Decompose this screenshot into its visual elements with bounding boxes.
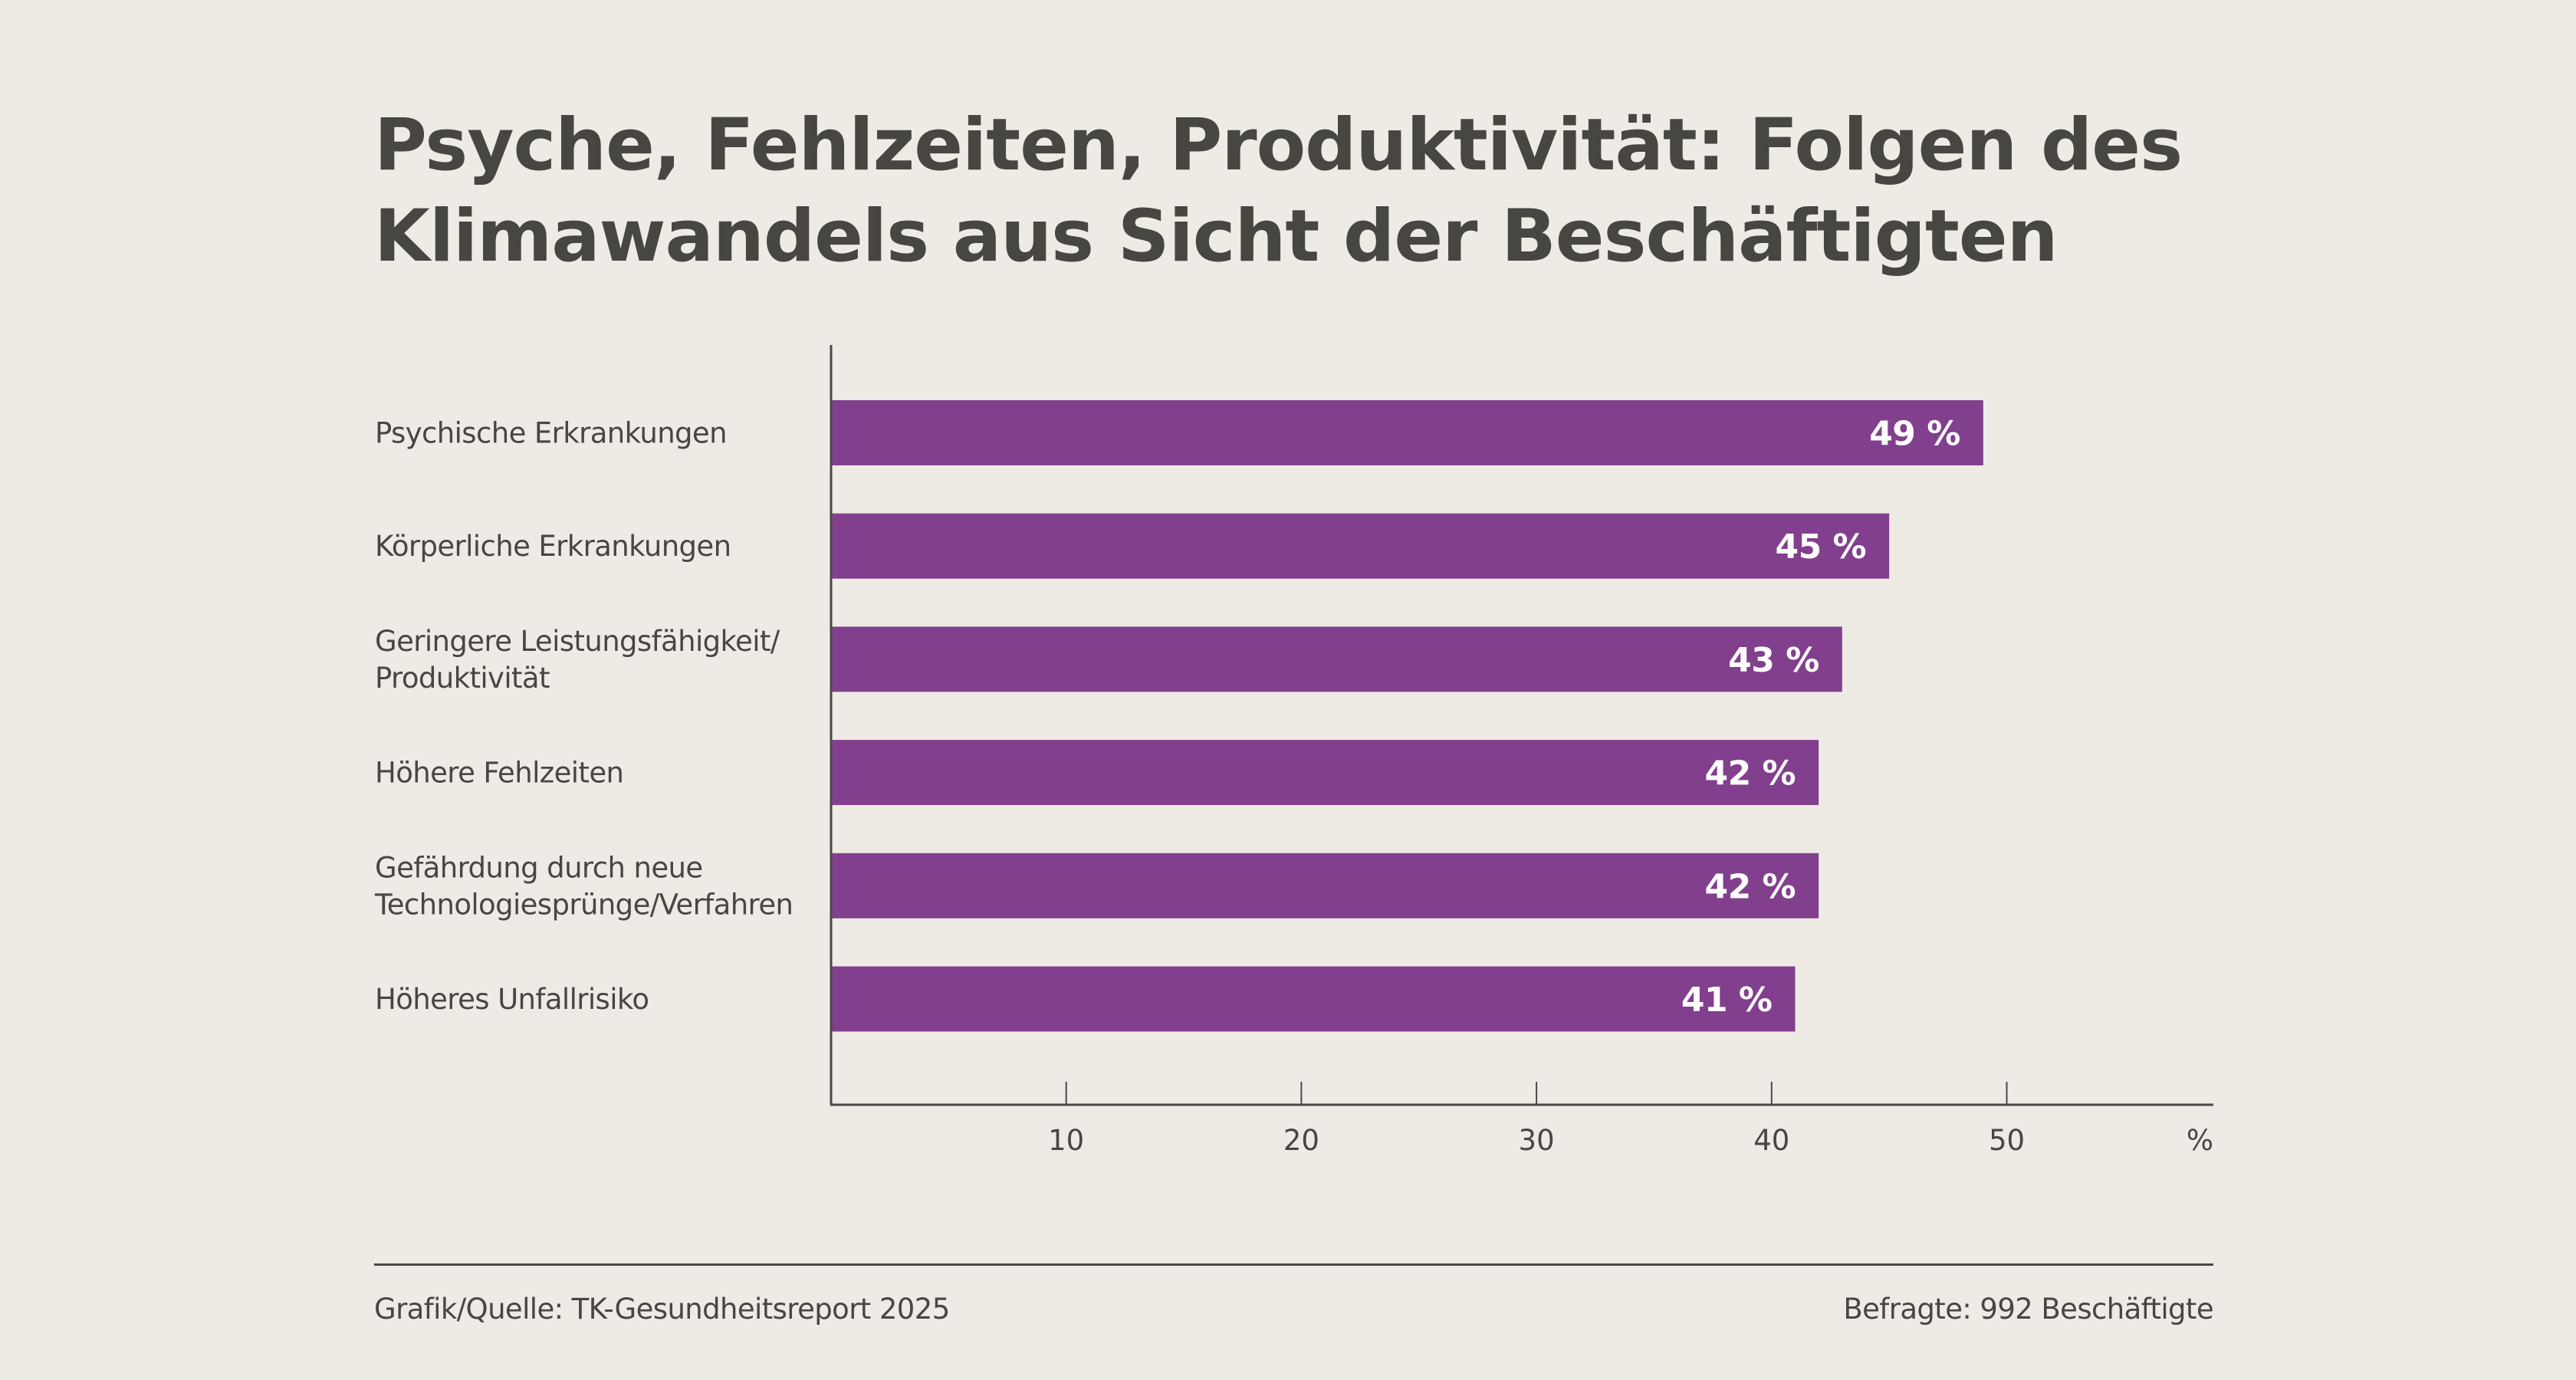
bar — [832, 966, 1796, 1032]
bar-value-label: 42 % — [1704, 754, 1796, 794]
chart-title-line-2: Klimawandels aus Sicht der Beschäftigten — [374, 195, 2058, 278]
x-ticks-group: 10 20 30 40 50% — [1048, 1082, 2213, 1157]
category-label-line: Gefährdung durch neue — [375, 851, 703, 884]
axes-group — [830, 345, 2213, 1106]
x-tick-label: 10 — [1048, 1124, 1084, 1157]
category-label-line: Technologiesprünge/Verfahren — [374, 888, 793, 921]
category-label: Gefährdung durch neue Technologiesprünge/… — [374, 851, 793, 921]
bar — [832, 400, 1983, 465]
category-label-line: Körperliche Erkrankungen — [375, 530, 731, 563]
category-label-line: Psychische Erkrankungen — [375, 417, 727, 450]
x-tick-label: 50 — [1989, 1124, 2025, 1157]
category-label: Psychische Erkrankungen — [375, 417, 727, 450]
bar-value-label: 42 % — [1704, 867, 1796, 906]
bar-value-label: 43 % — [1728, 641, 1819, 680]
x-tick-label: 30 — [1519, 1124, 1555, 1157]
category-labels-group: Psychische Erkrankungen Körperliche Erkra… — [374, 417, 794, 1017]
chart-title: Psyche, Fehlzeiten, Produktivität: Folge… — [374, 100, 2291, 282]
category-label: Höheres Unfallrisiko — [375, 983, 649, 1016]
category-label: Körperliche Erkrankungen — [375, 530, 731, 563]
category-label-line: Geringere Leistungsfähigkeit/ — [375, 625, 780, 658]
bar — [832, 853, 1819, 918]
category-label: Geringere Leistungsfähigkeit/Produktivit… — [375, 625, 780, 695]
footer-divider — [374, 1263, 2213, 1266]
bar — [832, 740, 1819, 806]
bar-value-label: 41 % — [1681, 981, 1773, 1020]
respondents-note: Befragte: 992 Beschäftigte — [1843, 1293, 2213, 1326]
chart-title-line-1: Psyche, Fehlzeiten, Produktivität: Folge… — [374, 104, 2183, 187]
bars-group: 49 % 45 % 43 % 42 % 42 % 41 % — [832, 400, 1983, 1032]
bar-value-label: 49 % — [1869, 415, 1960, 454]
x-tick-label: 20 — [1283, 1124, 1319, 1157]
x-unit-label: % — [2187, 1124, 2213, 1157]
category-label-line: Höheres Unfallrisiko — [375, 983, 649, 1016]
category-label: Höhere Fehlzeiten — [375, 757, 623, 790]
x-tick-label: 40 — [1753, 1124, 1789, 1157]
category-label-line: Höhere Fehlzeiten — [375, 757, 623, 790]
bar-value-label: 45 % — [1776, 527, 1867, 567]
source-note: Grafik/Quelle: TK-Gesundheitsreport 2025 — [374, 1293, 950, 1326]
category-label-line: Produktivität — [375, 662, 550, 695]
bar — [832, 626, 1842, 692]
bar — [832, 513, 1890, 579]
